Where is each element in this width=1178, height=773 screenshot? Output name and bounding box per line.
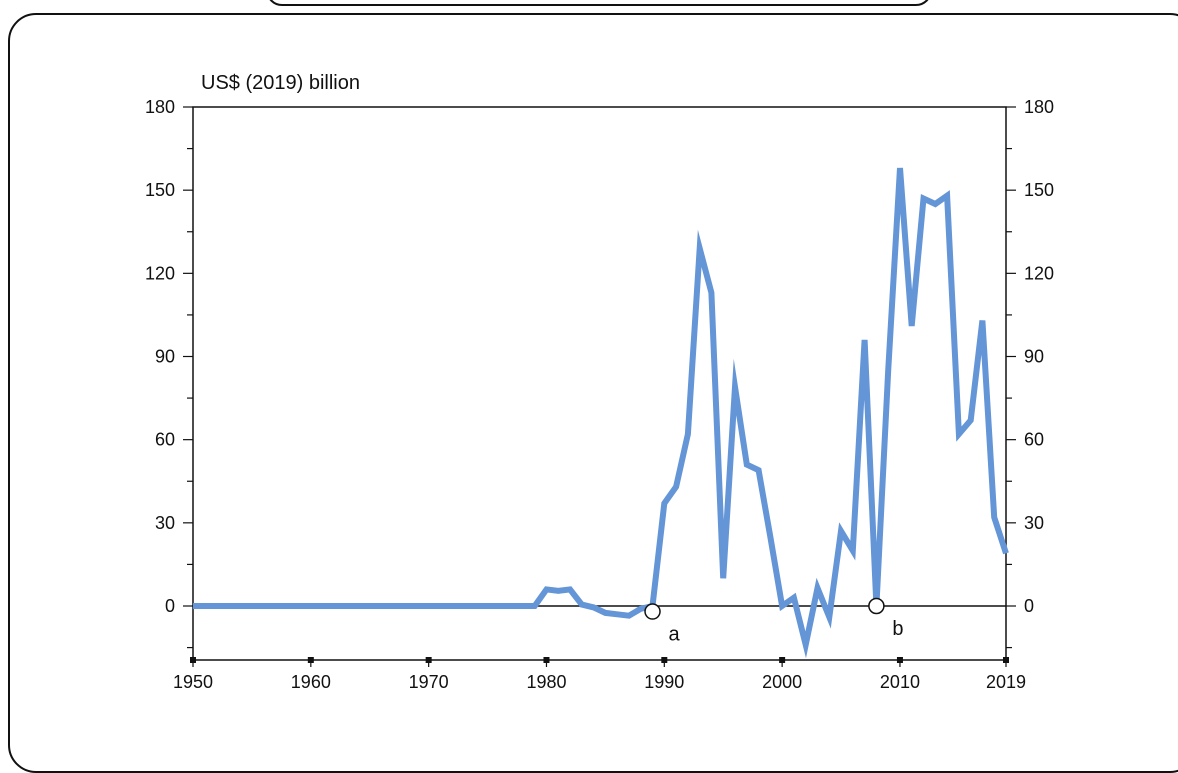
chart-frame bbox=[8, 13, 1178, 773]
x-tick-label: 1970 bbox=[409, 672, 449, 692]
line-chart: 0 0 30 30 60 60 90 90 120 120 150 150 180 180 1950 1960… bbox=[145, 72, 1054, 692]
x-tick-marker bbox=[543, 657, 550, 663]
y-tick-label-right: 180 bbox=[1024, 97, 1054, 117]
x-tick-label: 2019 bbox=[986, 672, 1026, 692]
x-tick-label: 1980 bbox=[526, 672, 566, 692]
y-tick-label-right: 0 bbox=[1024, 596, 1034, 616]
y-tick-label-left: 180 bbox=[145, 97, 175, 117]
chart-series bbox=[193, 167, 1009, 659]
x-tick-marker bbox=[190, 657, 196, 663]
annotation-marker-a bbox=[644, 603, 661, 620]
x-tick-marker bbox=[307, 657, 314, 663]
y-tick-label-right: 60 bbox=[1024, 430, 1044, 450]
x-tick-marker bbox=[1003, 657, 1009, 663]
y-tick-label-right: 150 bbox=[1024, 180, 1054, 200]
annotation-label-a: a bbox=[669, 624, 681, 646]
x-tick-marker bbox=[779, 657, 786, 663]
annotation-marker-b bbox=[868, 597, 885, 615]
x-tick-marker bbox=[425, 657, 432, 663]
x-tick-label: 1950 bbox=[173, 672, 213, 692]
x-tick-label: 1960 bbox=[291, 672, 331, 692]
x-tick-label: 2000 bbox=[762, 672, 802, 692]
y-tick-label-right: 30 bbox=[1024, 513, 1044, 533]
y-tick-label-left: 120 bbox=[145, 263, 175, 283]
x-tick-marker bbox=[661, 657, 668, 663]
x-tick-label: 1990 bbox=[644, 672, 684, 692]
y-tick-label-left: 0 bbox=[165, 596, 175, 616]
x-tick-label: 2010 bbox=[880, 672, 920, 692]
annotation-label-b: b bbox=[892, 618, 903, 640]
y-tick-label-left: 90 bbox=[155, 347, 175, 367]
y-tick-label-right: 120 bbox=[1024, 263, 1054, 283]
series-line bbox=[193, 167, 1009, 659]
x-tick-marker bbox=[896, 657, 903, 663]
y-tick-label-left: 60 bbox=[155, 430, 175, 450]
chart-axes: 0 0 30 30 60 60 90 90 120 120 150 150 180 180 1950 1960… bbox=[145, 97, 1054, 692]
unit-label: US$ (2019) billion bbox=[201, 72, 360, 94]
y-tick-label-right: 90 bbox=[1024, 347, 1044, 367]
plot-frame bbox=[192, 106, 1007, 661]
y-tick-label-left: 150 bbox=[145, 180, 175, 200]
y-tick-label-left: 30 bbox=[155, 513, 175, 533]
